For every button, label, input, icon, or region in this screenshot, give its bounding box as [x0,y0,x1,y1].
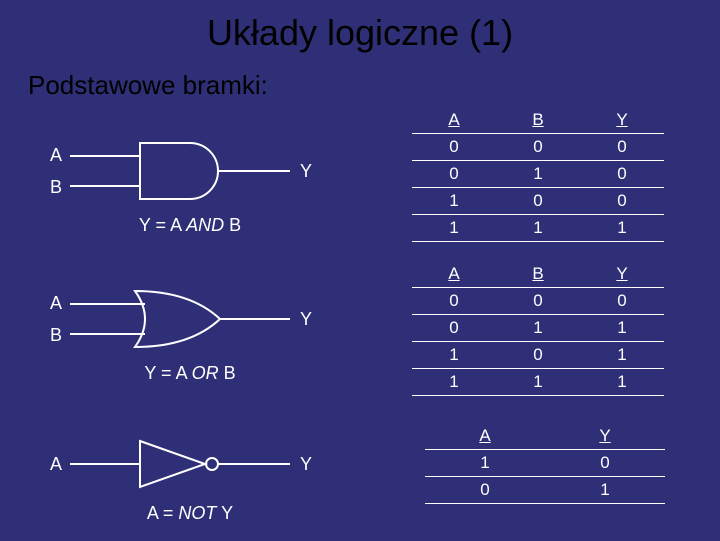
and-truth-table: A B Y 000 010 100 111 [412,107,664,242]
and-output-label: Y [300,161,312,181]
table-row: 011 [412,315,664,342]
page-subtitle: Podstawowe bramki: [0,62,720,101]
content-area: A B Y Y = A AND B A B Y Y = A OR B A [0,101,720,541]
or-gate-icon: A B Y [40,279,340,359]
not-gate-caption: A = NOT Y [40,503,340,524]
table-row: 101 [412,342,664,369]
table-row: A Y [425,423,665,450]
and-gate-block: A B Y Y = A AND B [40,131,340,236]
not-input-a-label: A [50,454,62,474]
and-gate-caption: Y = A AND B [40,215,340,236]
table-row: 01 [425,477,665,504]
table-row: A B Y [412,261,664,288]
or-truth-table: A B Y 000 011 101 111 [412,261,664,396]
not-gate-icon: A Y [40,429,340,499]
and-input-b-label: B [50,177,62,197]
table-row: A B Y [412,107,664,134]
table-row: 111 [412,369,664,396]
table-row: 100 [412,188,664,215]
page-title: Układy logiczne (1) [0,0,720,62]
table-row: 000 [412,288,664,315]
table-row: 000 [412,134,664,161]
or-output-label: Y [300,309,312,329]
and-input-a-label: A [50,145,62,165]
and-gate-icon: A B Y [40,131,340,211]
not-truth-table: A Y 10 01 [425,423,665,504]
table-row: 10 [425,450,665,477]
or-input-b-label: B [50,325,62,345]
table-row: 010 [412,161,664,188]
not-output-label: Y [300,454,312,474]
or-gate-caption: Y = A OR B [40,363,340,384]
or-gate-block: A B Y Y = A OR B [40,279,340,384]
not-gate-block: A Y A = NOT Y [40,429,340,524]
table-row: 111 [412,215,664,242]
or-input-a-label: A [50,293,62,313]
